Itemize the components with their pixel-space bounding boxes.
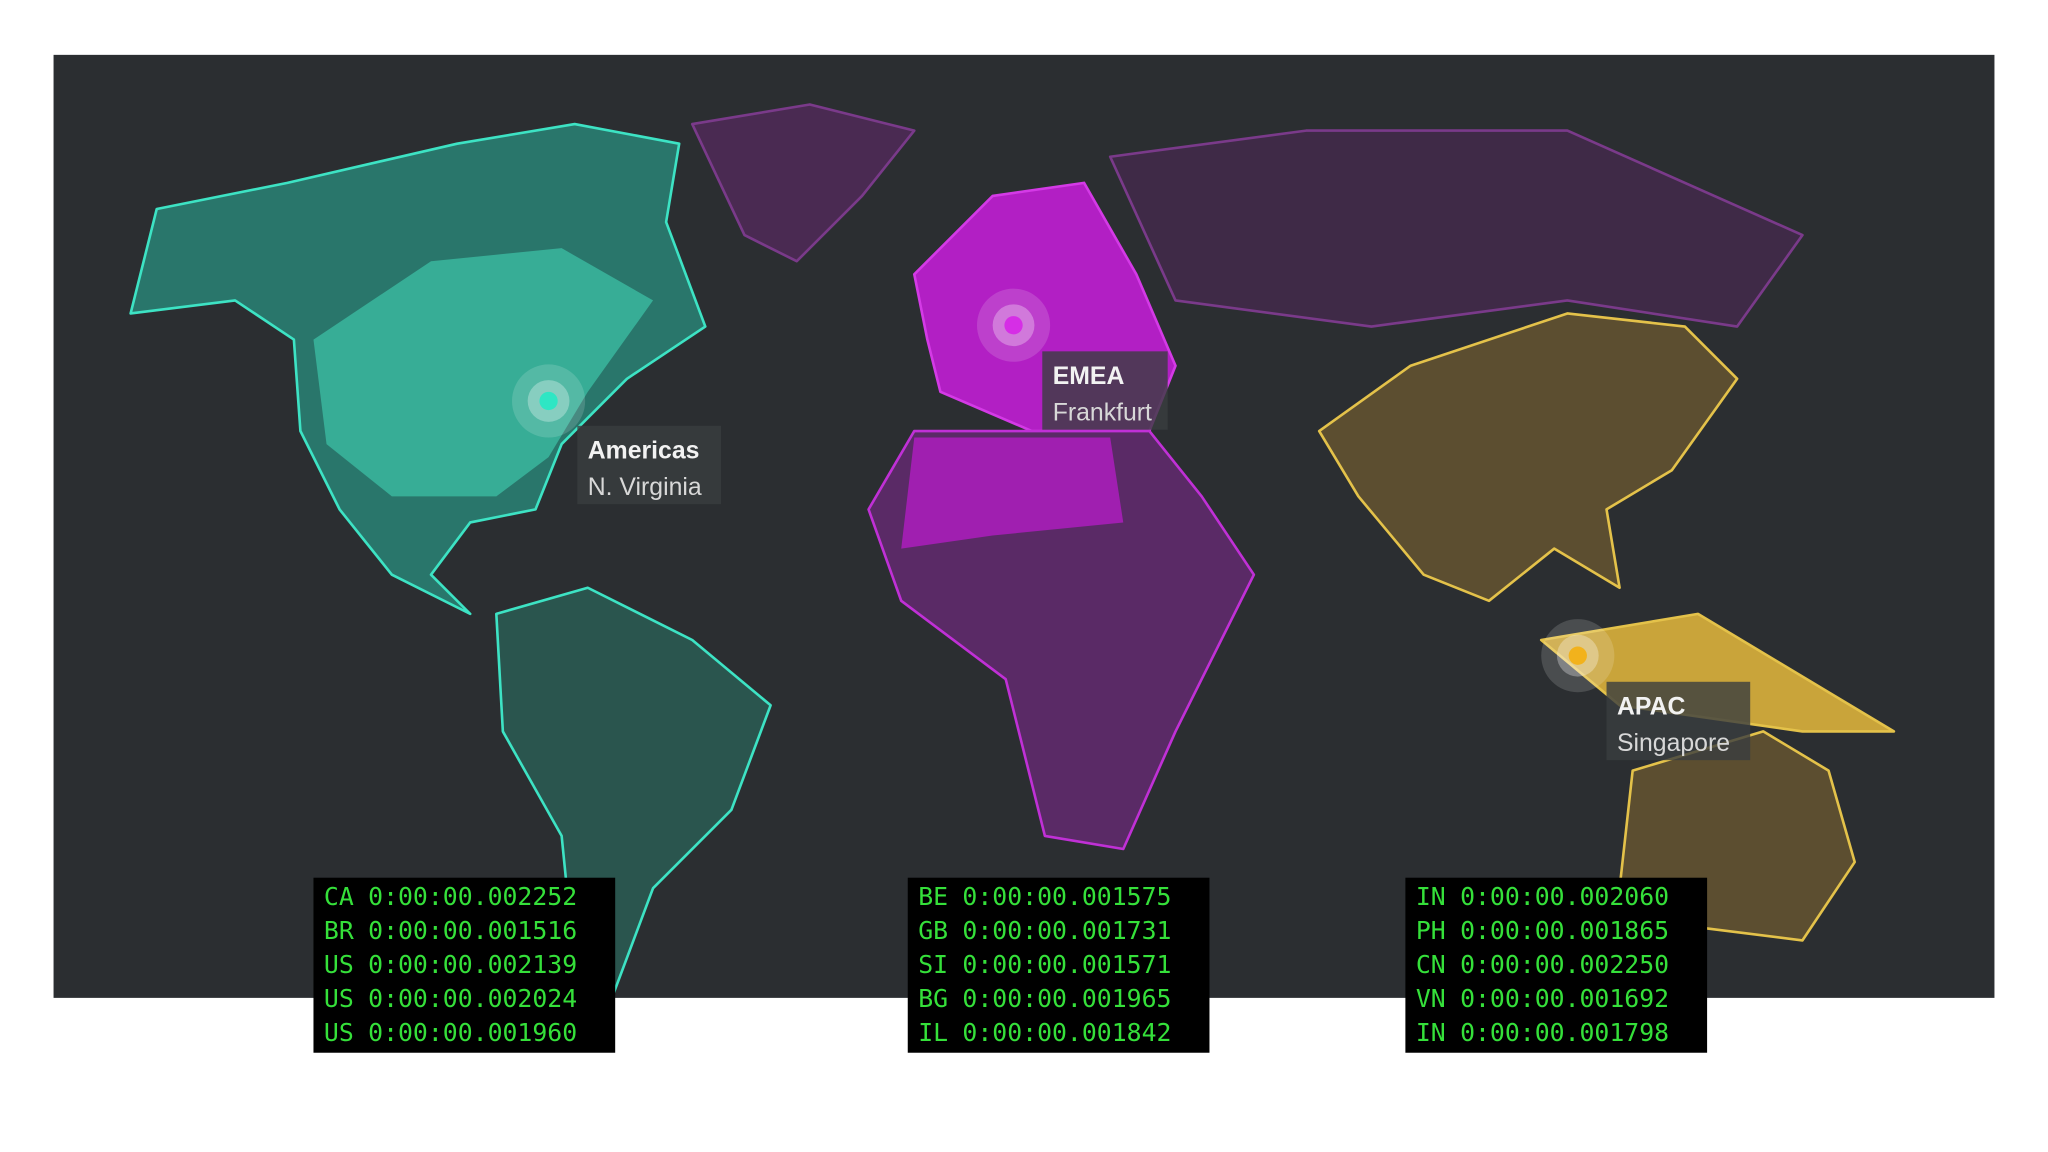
log-line: VN 0:00:00.001692 bbox=[1416, 984, 1669, 1013]
log-line: BG 0:00:00.001965 bbox=[918, 984, 1171, 1013]
latency-time: 0:00:00.002060 bbox=[1460, 882, 1669, 911]
latency-logs: CA 0:00:00.002252 BR 0:00:00.001516 US 0:00:0… bbox=[313, 877, 1708, 1053]
country-code: US bbox=[324, 950, 354, 979]
log-line: US 0:00:00.001960 bbox=[324, 1018, 577, 1047]
continents bbox=[129, 103, 1896, 994]
log-line: SI 0:00:00.001571 bbox=[918, 950, 1171, 979]
latency-time: 0:00:00.001516 bbox=[368, 916, 577, 945]
region-name: Americas bbox=[588, 437, 700, 464]
south-america bbox=[495, 586, 772, 994]
country-code: VN bbox=[1416, 984, 1446, 1013]
latency-time: 0:00:00.002252 bbox=[368, 882, 577, 911]
apac-marker: APAC Singapore bbox=[1541, 619, 1751, 761]
country-code: US bbox=[324, 984, 354, 1013]
country-code: IN bbox=[1416, 882, 1446, 911]
location-dot bbox=[1004, 316, 1023, 335]
country-code: IN bbox=[1416, 1018, 1446, 1047]
country-code: GB bbox=[918, 916, 948, 945]
country-code: BG bbox=[918, 984, 948, 1013]
log-background bbox=[313, 877, 616, 1053]
latency-time: 0:00:00.002250 bbox=[1460, 950, 1669, 979]
latency-time: 0:00:00.001571 bbox=[962, 950, 1171, 979]
log-line: US 0:00:00.002139 bbox=[324, 950, 577, 979]
log-line: BE 0:00:00.001575 bbox=[918, 882, 1171, 911]
location-dot bbox=[1568, 646, 1587, 665]
north-africa bbox=[901, 437, 1124, 549]
americas-marker: Americas N. Virginia bbox=[512, 364, 721, 505]
latency-time: 0:00:00.001731 bbox=[962, 916, 1171, 945]
log-line: PH 0:00:00.001865 bbox=[1416, 916, 1669, 945]
russia bbox=[1108, 129, 1804, 328]
country-code: IL bbox=[918, 1018, 948, 1047]
log-line: BR 0:00:00.001516 bbox=[324, 916, 577, 945]
log-line: IL 0:00:00.001842 bbox=[918, 1018, 1171, 1047]
latency-time: 0:00:00.002139 bbox=[368, 950, 577, 979]
latency-time: 0:00:00.001842 bbox=[962, 1018, 1171, 1047]
log-line: US 0:00:00.002024 bbox=[324, 984, 577, 1013]
latency-time: 0:00:00.001865 bbox=[1460, 916, 1669, 945]
region-city: Frankfurt bbox=[1053, 400, 1152, 427]
latency-time: 0:00:00.001960 bbox=[368, 1018, 577, 1047]
asia bbox=[1317, 312, 1739, 603]
greenland bbox=[690, 103, 916, 263]
latency-time: 0:00:00.001692 bbox=[1460, 984, 1669, 1013]
latency-time: 0:00:00.001965 bbox=[962, 984, 1171, 1013]
region-city: Singapore bbox=[1617, 730, 1730, 757]
country-code: BE bbox=[918, 882, 948, 911]
log-box: BE 0:00:00.001575 GB 0:00:00.001731 SI 0:00:0… bbox=[907, 877, 1210, 1053]
label-box bbox=[577, 425, 721, 505]
country-code: US bbox=[324, 1018, 354, 1047]
region-name: APAC bbox=[1617, 693, 1686, 720]
country-code: CA bbox=[324, 882, 354, 911]
country-code: PH bbox=[1416, 916, 1446, 945]
label-box bbox=[1042, 351, 1168, 430]
country-code: SI bbox=[918, 950, 948, 979]
log-box: CA 0:00:00.002252 BR 0:00:00.001516 US 0:00:0… bbox=[313, 877, 616, 1053]
log-line: IN 0:00:00.001798 bbox=[1416, 1018, 1669, 1047]
region-name: EMEA bbox=[1053, 363, 1125, 390]
country-code: BR bbox=[324, 916, 354, 945]
log-background bbox=[1405, 877, 1708, 1053]
log-line: GB 0:00:00.001731 bbox=[918, 916, 1171, 945]
region-city: N. Virginia bbox=[588, 474, 702, 501]
latency-time: 0:00:00.001575 bbox=[962, 882, 1171, 911]
country-code: CN bbox=[1416, 950, 1446, 979]
latency-time: 0:00:00.002024 bbox=[368, 984, 577, 1013]
emea-marker: EMEA Frankfurt bbox=[976, 288, 1168, 430]
label-box bbox=[1606, 681, 1751, 761]
us-highlight bbox=[313, 248, 654, 497]
location-dot bbox=[539, 391, 558, 411]
log-line: IN 0:00:00.002060 bbox=[1416, 882, 1669, 911]
log-box: IN 0:00:00.002060 PH 0:00:00.001865 CN 0:00:0… bbox=[1405, 877, 1708, 1053]
latency-time: 0:00:00.001798 bbox=[1460, 1018, 1669, 1047]
log-line: CA 0:00:00.002252 bbox=[324, 882, 577, 911]
log-line: CN 0:00:00.002250 bbox=[1416, 950, 1669, 979]
log-background bbox=[907, 877, 1210, 1053]
